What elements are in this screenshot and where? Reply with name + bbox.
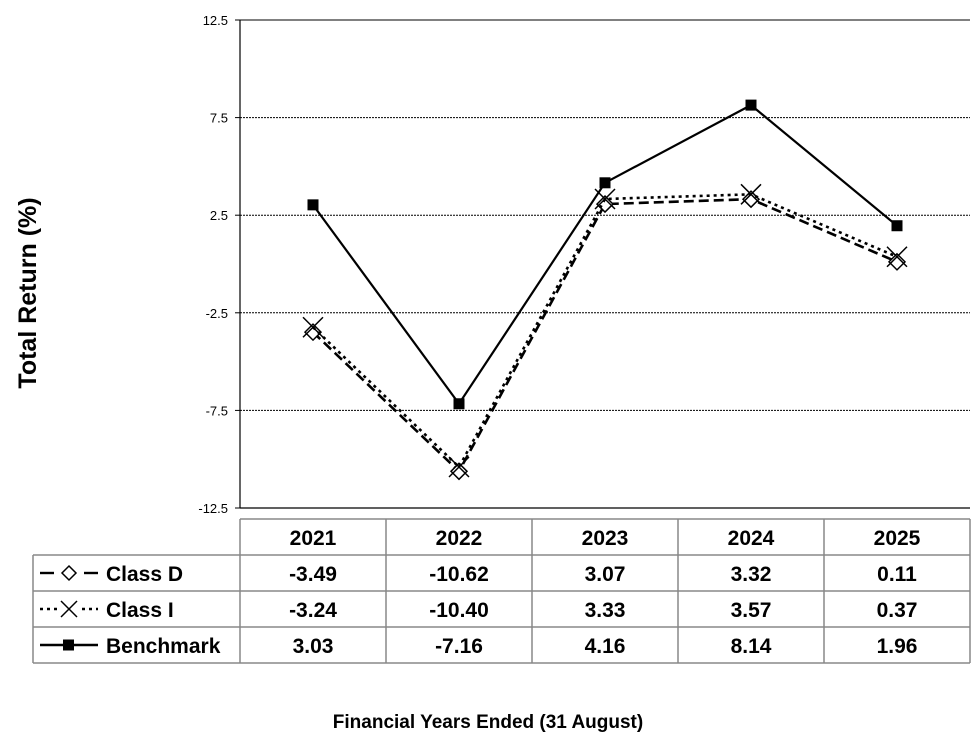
table-value-cell: 4.16	[585, 635, 626, 658]
class-i-marker	[740, 183, 762, 205]
y-tick-label: -12.5	[198, 501, 228, 516]
legend-marker-class-d	[60, 564, 78, 582]
legend-marker-benchmark	[63, 639, 74, 651]
series-benchmark	[307, 99, 903, 410]
table-value-cell: -10.40	[429, 599, 489, 622]
series-class-d	[303, 190, 907, 481]
table-value-cell: -7.16	[435, 635, 483, 658]
plot-frame	[239, 19, 970, 509]
class-d-marker	[303, 323, 323, 342]
table-value-cell: 0.37	[877, 599, 918, 622]
y-tick-label: 7.5	[210, 111, 228, 126]
table-value-cell: -3.49	[289, 563, 337, 586]
data-table: 2021 2022 2023 2024 2025 Class D -3.49 -10.62 3.…	[32, 518, 971, 664]
x-axis-label: Financial Years Ended (31 August)	[333, 712, 643, 733]
benchmark-marker	[307, 199, 319, 211]
table-value-cell: 3.32	[731, 563, 772, 586]
table-value-cell: 0.11	[877, 563, 917, 586]
y-tick-label: -7.5	[206, 403, 228, 418]
legend-label-benchmark: Benchmark	[106, 635, 221, 658]
benchmark-marker	[453, 398, 465, 410]
y-tick-label: -2.5	[206, 306, 228, 321]
table-header-cell: 2024	[728, 527, 775, 550]
table-value-cell: 1.96	[877, 635, 918, 658]
legend-marker-class-i	[60, 600, 78, 618]
class-d-marker	[449, 462, 469, 481]
series-line-benchmark	[312, 103, 898, 406]
class-i-marker	[886, 246, 908, 268]
table-header-cell: 2023	[582, 527, 629, 550]
gridlines	[240, 117, 970, 411]
class-i-marker-stroke	[740, 183, 762, 205]
y-tick-label: 12.5	[203, 13, 228, 28]
table-value-cell: 3.07	[585, 563, 626, 586]
table-value-cell: 3.57	[731, 599, 772, 622]
series-line-class-d	[312, 197, 898, 474]
table-value-cell: -3.24	[289, 599, 337, 622]
class-d-marker	[887, 252, 907, 271]
class-i-marker-stroke	[448, 456, 470, 478]
y-axis-label: Total Return (%)	[14, 197, 42, 388]
class-i-marker-stroke	[302, 316, 324, 338]
series-line-class-i	[312, 193, 898, 470]
benchmark-marker	[599, 177, 611, 189]
table-value-cell: 3.33	[585, 599, 626, 622]
benchmark-marker	[891, 220, 903, 232]
class-i-marker	[448, 456, 470, 478]
table-header-cell: 2021	[290, 527, 337, 550]
table-value-cell: 8.14	[731, 635, 772, 658]
table-header-cell: 2022	[436, 527, 483, 550]
class-i-marker-stroke	[886, 246, 908, 268]
legend-label-class-d: Class D	[106, 563, 183, 586]
class-i-marker-stroke	[594, 188, 616, 210]
class-i-marker	[302, 316, 324, 338]
table-value-cell: -10.62	[429, 563, 489, 586]
y-tick-labels: 12.5 7.5 2.5 -2.5 -7.5 -12.5	[198, 13, 240, 516]
series-lines	[302, 99, 908, 481]
y-tick-label: 2.5	[210, 208, 228, 223]
table-value-cell: 3.03	[293, 635, 334, 658]
legend-label-class-i: Class I	[106, 599, 174, 622]
benchmark-marker	[745, 99, 757, 111]
table-header-cell: 2025	[874, 527, 921, 550]
